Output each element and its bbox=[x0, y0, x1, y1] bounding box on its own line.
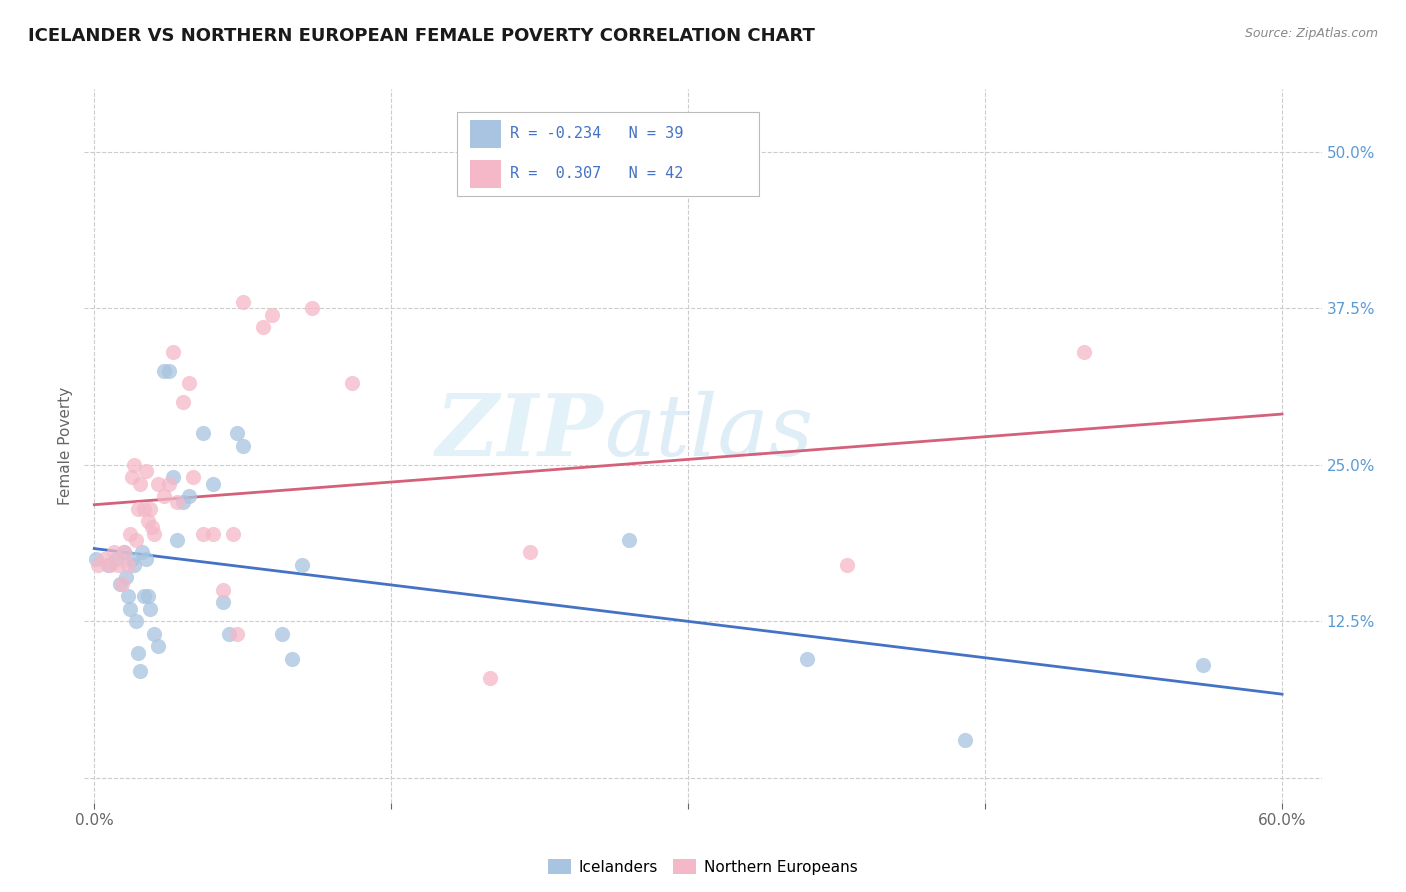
Point bbox=[142, 627, 165, 641]
Point bbox=[152, 489, 174, 503]
Point bbox=[179, 489, 201, 503]
Point bbox=[172, 395, 194, 409]
Point bbox=[127, 501, 149, 516]
Point bbox=[108, 576, 131, 591]
Point bbox=[128, 476, 150, 491]
Point bbox=[138, 601, 160, 615]
Point bbox=[225, 627, 247, 641]
Point bbox=[127, 646, 149, 660]
Y-axis label: Female Poverty: Female Poverty bbox=[58, 387, 73, 505]
Point bbox=[136, 514, 159, 528]
Point bbox=[98, 558, 121, 572]
Text: R = -0.234   N = 39: R = -0.234 N = 39 bbox=[510, 127, 683, 141]
Point bbox=[166, 495, 188, 509]
Text: ZIP: ZIP bbox=[436, 390, 605, 474]
Point bbox=[191, 426, 214, 441]
Point bbox=[617, 533, 640, 547]
Point bbox=[131, 545, 153, 559]
Point bbox=[519, 545, 541, 559]
Point bbox=[479, 671, 502, 685]
Point bbox=[118, 601, 141, 615]
Point bbox=[132, 501, 155, 516]
Point bbox=[136, 589, 159, 603]
Point bbox=[202, 476, 225, 491]
Legend: Icelanders, Northern Europeans: Icelanders, Northern Europeans bbox=[543, 853, 863, 880]
Point bbox=[159, 476, 181, 491]
Point bbox=[87, 558, 110, 572]
Text: ICELANDER VS NORTHERN EUROPEAN FEMALE POVERTY CORRELATION CHART: ICELANDER VS NORTHERN EUROPEAN FEMALE PO… bbox=[28, 27, 815, 45]
Point bbox=[301, 301, 323, 316]
Point bbox=[118, 526, 141, 541]
Point bbox=[252, 320, 274, 334]
Point bbox=[212, 595, 235, 609]
Point bbox=[128, 665, 150, 679]
Point bbox=[84, 551, 107, 566]
Point bbox=[125, 533, 148, 547]
Point bbox=[103, 545, 125, 559]
Point bbox=[121, 470, 143, 484]
Point bbox=[162, 345, 184, 359]
Point bbox=[796, 652, 818, 666]
Point bbox=[172, 495, 194, 509]
Point bbox=[138, 501, 160, 516]
Point bbox=[121, 551, 143, 566]
Point bbox=[112, 545, 135, 559]
Point bbox=[146, 476, 169, 491]
Point bbox=[212, 582, 235, 597]
Point bbox=[232, 295, 254, 310]
Point bbox=[179, 376, 201, 391]
Point bbox=[955, 733, 977, 747]
Point bbox=[222, 526, 245, 541]
Point bbox=[115, 570, 138, 584]
Point bbox=[166, 533, 188, 547]
Point bbox=[122, 558, 145, 572]
Point bbox=[142, 526, 165, 541]
Point bbox=[291, 558, 314, 572]
Point bbox=[117, 589, 139, 603]
Point bbox=[1073, 345, 1095, 359]
Text: atlas: atlas bbox=[605, 391, 813, 473]
Point bbox=[107, 558, 129, 572]
Point bbox=[225, 426, 247, 441]
Point bbox=[111, 576, 134, 591]
Point bbox=[93, 551, 115, 566]
Point bbox=[835, 558, 858, 572]
Point bbox=[159, 364, 181, 378]
Point bbox=[232, 439, 254, 453]
Point bbox=[152, 364, 174, 378]
Point bbox=[135, 464, 157, 478]
Point bbox=[262, 308, 284, 322]
Point bbox=[146, 640, 169, 654]
Point bbox=[1192, 658, 1215, 673]
Point bbox=[122, 458, 145, 472]
Point bbox=[105, 551, 128, 566]
Point bbox=[271, 627, 294, 641]
Point bbox=[117, 558, 139, 572]
Point bbox=[162, 470, 184, 484]
Point bbox=[132, 589, 155, 603]
Text: Source: ZipAtlas.com: Source: ZipAtlas.com bbox=[1244, 27, 1378, 40]
Point bbox=[281, 652, 304, 666]
Point bbox=[112, 545, 135, 559]
Point bbox=[218, 627, 240, 641]
Point bbox=[141, 520, 163, 534]
Point bbox=[340, 376, 363, 391]
Point bbox=[202, 526, 225, 541]
Point bbox=[125, 614, 148, 628]
Point bbox=[135, 551, 157, 566]
Text: R =  0.307   N = 42: R = 0.307 N = 42 bbox=[510, 167, 683, 181]
Point bbox=[97, 558, 120, 572]
Point bbox=[181, 470, 204, 484]
Point bbox=[191, 526, 214, 541]
